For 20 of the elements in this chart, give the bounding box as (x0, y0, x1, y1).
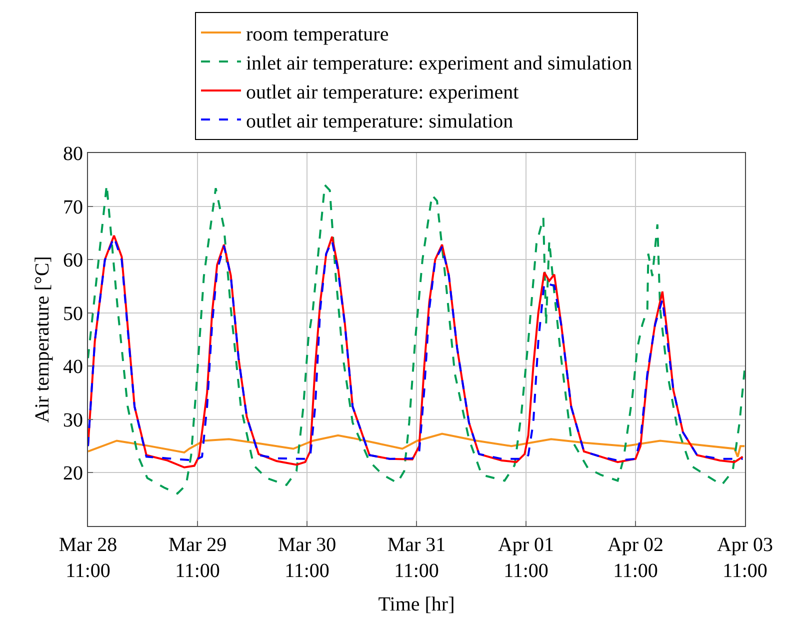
y-tick-label: 30 (63, 409, 83, 432)
x-tick-label: Apr 01 11:00 (498, 534, 554, 582)
legend-label: room temperature (246, 23, 389, 46)
y-tick-label: 60 (63, 250, 83, 272)
y-axis-title: Air temperature [°C] (32, 256, 54, 423)
legend-label: outlet air temperature: experiment (246, 81, 520, 104)
y-tick-label: 50 (63, 302, 83, 325)
x-tick-label: Mar 30 11:00 (278, 534, 336, 582)
x-tick-label: Mar 28 11:00 (58, 534, 118, 582)
x-axis-title: Time [hr] (378, 594, 455, 616)
legend-label: outlet air temperature: simulation (246, 110, 514, 132)
y-tick-label: 40 (63, 356, 83, 378)
x-tick-label: Apr 03 11:00 (716, 534, 774, 582)
y-tick-label: 20 (63, 462, 83, 485)
x-tick-label: Mar 29 11:00 (168, 534, 227, 582)
x-tick-label: Mar 31 11:00 (387, 534, 446, 582)
y-tick-label: 80 (63, 143, 83, 165)
y-tick-label: 70 (63, 196, 83, 218)
legend-label: inlet air temperature: experiment and simulation (246, 52, 632, 74)
x-tick-label: Apr 02 11:00 (607, 534, 664, 582)
